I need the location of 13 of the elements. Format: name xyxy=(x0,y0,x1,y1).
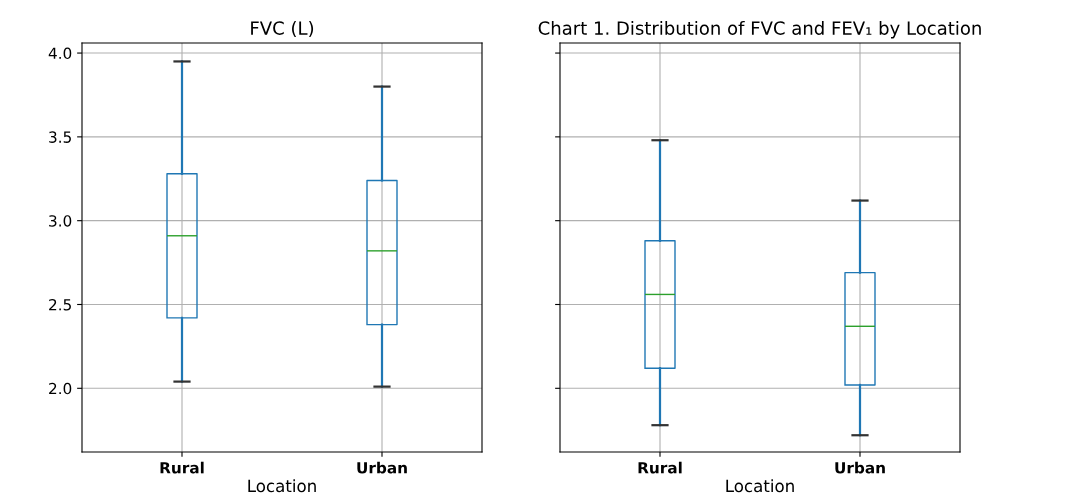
y-tick-label: 2.5 xyxy=(49,298,71,311)
y-tick-label: 3.5 xyxy=(49,131,71,143)
y-tick-label: 4.0 xyxy=(48,47,72,60)
y-tick-label: 3.0 xyxy=(49,215,72,227)
x-tick-label: Rural xyxy=(638,461,682,474)
chart-title: FVC (L) xyxy=(251,20,314,38)
x-tick-label: Urban xyxy=(835,461,885,474)
x-tick-label: Urban xyxy=(357,461,407,474)
x-axis-title: Location xyxy=(726,479,794,493)
x-tick-label: Rural xyxy=(160,461,204,474)
chart-title: Chart 1. Distribution of FVC and FEV₁ by Location xyxy=(538,20,981,39)
y-tick-label: 2.0 xyxy=(49,382,72,395)
x-axis-title: Location xyxy=(248,479,316,493)
